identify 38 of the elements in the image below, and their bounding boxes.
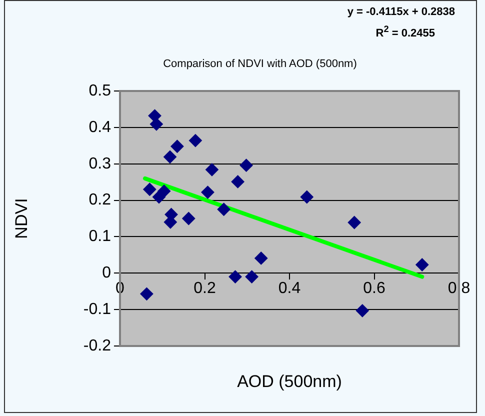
y-tick-label: 0.1 xyxy=(88,228,112,246)
point xyxy=(205,163,218,176)
x-tick-label: 0.2 xyxy=(194,280,216,298)
chart-title: Comparison of NDVI with AOD (500nm) xyxy=(162,58,358,70)
point xyxy=(416,258,429,272)
y-tick-label: 0.2 xyxy=(88,192,112,209)
point xyxy=(150,118,163,131)
point xyxy=(240,158,253,172)
y-tick-label: 0.3 xyxy=(88,155,112,172)
point xyxy=(245,270,258,284)
x-tick-label: 0.6 xyxy=(363,280,386,298)
point xyxy=(217,202,230,216)
y-axis-title: NDVI xyxy=(12,198,31,239)
point xyxy=(164,150,177,164)
y-tick-label: -0.2 xyxy=(83,337,112,354)
y-tick-label: 0.4 xyxy=(88,118,112,136)
x-tick-label: 0.4 xyxy=(278,280,301,298)
y-tick-label: -0.1 xyxy=(83,300,112,318)
point xyxy=(140,287,154,300)
x-tick-label: 0.8 xyxy=(448,280,470,298)
point xyxy=(164,216,177,229)
point xyxy=(356,304,369,318)
text: y = -0.4115x + 0.2838 xyxy=(347,5,455,20)
point xyxy=(188,134,202,148)
point xyxy=(254,252,268,265)
point xyxy=(158,184,171,198)
point xyxy=(143,182,156,196)
point xyxy=(170,140,184,153)
point xyxy=(300,190,314,204)
point xyxy=(201,186,214,199)
point xyxy=(228,270,242,284)
x-axis-title: AOD (500nm) xyxy=(236,372,343,392)
text: R$^{2}$ = 0.2455 xyxy=(374,23,436,42)
point xyxy=(348,216,361,230)
y-tick-label: 0 xyxy=(102,264,112,282)
point xyxy=(231,175,244,188)
y-tick-label: 0.5 xyxy=(88,82,112,100)
point xyxy=(182,212,196,225)
